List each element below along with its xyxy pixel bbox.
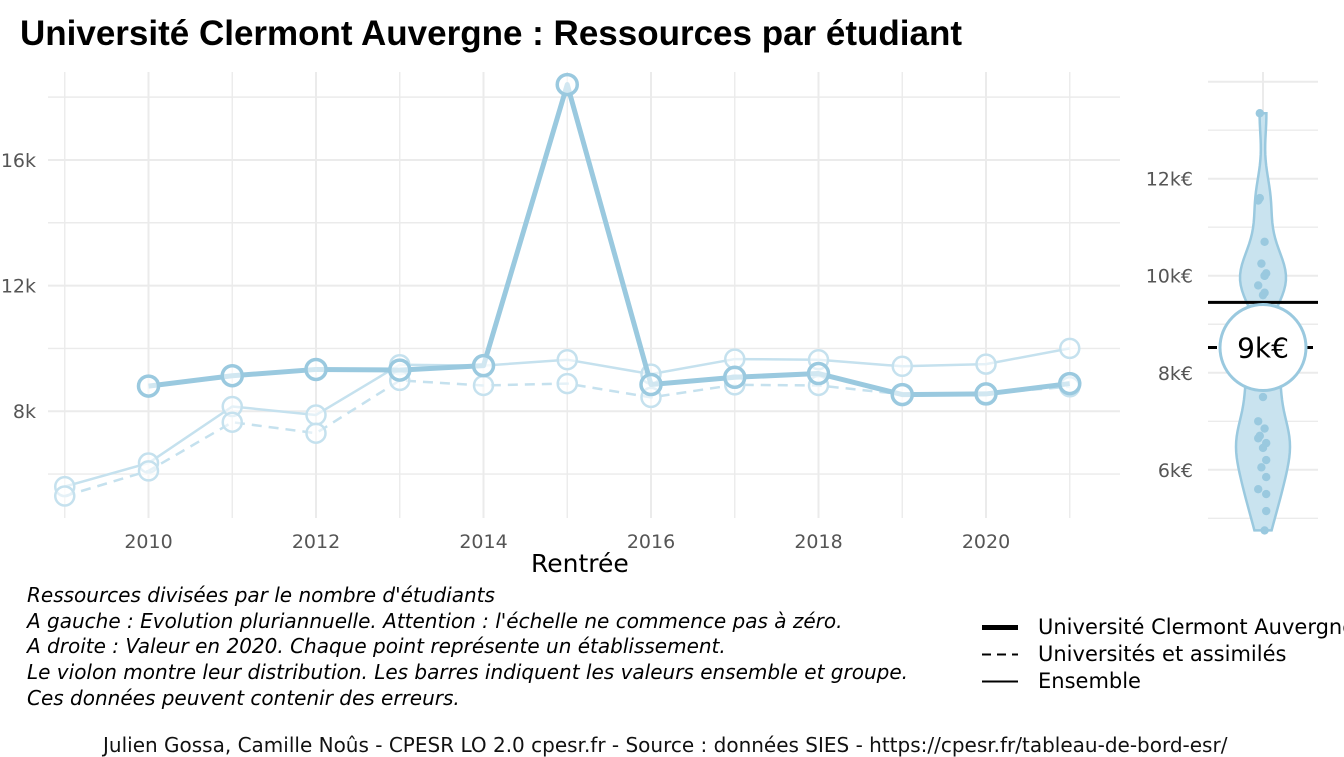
legend: Université Clermont Auvergne Universités… bbox=[980, 614, 1344, 695]
y-tick-label: 16k bbox=[1, 150, 36, 172]
note-line: A gauche : Evolution pluriannuelle. Atte… bbox=[27, 608, 843, 633]
source-caption: Julien Gossa, Camille Noûs - CPESR LO 2.… bbox=[103, 733, 1228, 757]
y-tick-label: 12k bbox=[1, 276, 36, 298]
legend-item: Université Clermont Auvergne bbox=[980, 614, 1344, 641]
x-tick-label: 2014 bbox=[459, 531, 507, 553]
data-point bbox=[974, 382, 998, 406]
main-plot-series bbox=[54, 72, 1082, 507]
legend-key-thin-solid bbox=[980, 668, 1020, 695]
establishment-point bbox=[1257, 259, 1266, 268]
data-point bbox=[388, 358, 412, 382]
data-point bbox=[975, 353, 997, 375]
data-point bbox=[471, 353, 496, 378]
main-plot-grid bbox=[48, 72, 1120, 518]
establishment-point bbox=[1254, 434, 1263, 443]
data-point bbox=[806, 361, 831, 386]
data-point bbox=[220, 363, 244, 388]
establishment-point bbox=[1257, 463, 1266, 472]
chart-title: Université Clermont Auvergne : Ressource… bbox=[20, 14, 963, 53]
x-tick-label: 2010 bbox=[124, 531, 172, 553]
x-tick-label: 2018 bbox=[794, 531, 842, 553]
y-tick-label: 8k€ bbox=[1158, 363, 1193, 385]
legend-key-dashed bbox=[980, 641, 1020, 668]
violin-plot-tick-labels: 6k€ 8k€ 10k€ 12k€ bbox=[1146, 169, 1193, 482]
note-line: Le violon montre leur distribution. Les … bbox=[27, 660, 908, 685]
x-tick-label: 2020 bbox=[962, 531, 1010, 553]
establishment-point bbox=[1260, 526, 1269, 535]
establishment-point bbox=[1260, 271, 1269, 280]
data-point bbox=[1058, 371, 1082, 396]
data-point bbox=[1059, 337, 1081, 360]
data-point bbox=[723, 365, 747, 390]
establishment-point bbox=[1258, 290, 1268, 300]
legend-label: Université Clermont Auvergne bbox=[1038, 615, 1344, 639]
establishment-point bbox=[1258, 392, 1268, 402]
series-line bbox=[148, 82, 1071, 398]
highlight-bubble bbox=[1218, 303, 1308, 393]
establishment-point bbox=[1262, 506, 1271, 516]
y-tick-label: 12k€ bbox=[1146, 169, 1193, 191]
data-point bbox=[472, 374, 495, 397]
data-point bbox=[54, 485, 76, 507]
data-point bbox=[555, 72, 579, 97]
data-point bbox=[556, 372, 578, 395]
data-point bbox=[639, 372, 663, 397]
y-tick-label: 8k bbox=[13, 401, 36, 423]
establishment-point bbox=[1260, 237, 1269, 246]
establishment-point bbox=[1254, 417, 1263, 426]
legend-label: Ensemble bbox=[1038, 669, 1141, 693]
data-point bbox=[221, 411, 243, 433]
main-plot-tick-labels: 2010 2012 2014 2016 2018 2020 8k 12k 16k bbox=[1, 150, 1010, 553]
establishment-point bbox=[1255, 109, 1265, 118]
x-tick-label: 2012 bbox=[292, 531, 340, 553]
highlight-label: 9k€ bbox=[1237, 332, 1289, 365]
establishment-point bbox=[1254, 484, 1263, 494]
legend-item: Universités et assimilés bbox=[980, 641, 1344, 668]
chart-notes: Ressources divisées par le nombre d'étud… bbox=[27, 583, 908, 712]
establishment-point bbox=[1262, 472, 1271, 482]
x-tick-label: 2016 bbox=[627, 531, 675, 553]
data-point bbox=[890, 382, 914, 407]
data-point bbox=[304, 357, 328, 382]
note-line: Ces données peuvent contenir des erreurs… bbox=[27, 685, 460, 710]
legend-label: Universités et assimilés bbox=[1038, 642, 1287, 666]
establishment-point bbox=[1258, 443, 1268, 453]
establishment-point bbox=[1262, 489, 1271, 499]
legend-key-thick-solid bbox=[980, 614, 1020, 641]
establishment-point bbox=[1260, 424, 1269, 433]
x-axis-label: Rentrée bbox=[531, 549, 629, 578]
violin-plot-body: 9k€ bbox=[1208, 109, 1318, 535]
data-point bbox=[305, 404, 327, 426]
establishment-point bbox=[1262, 455, 1271, 465]
note-line: A droite : Valeur en 2020. Chaque point … bbox=[27, 634, 726, 659]
legend-item: Ensemble bbox=[980, 668, 1344, 695]
note-line: Ressources divisées par le nombre d'étud… bbox=[27, 583, 495, 607]
y-tick-label: 10k€ bbox=[1146, 266, 1193, 288]
y-tick-label: 6k€ bbox=[1158, 460, 1193, 482]
data-point bbox=[556, 348, 578, 371]
data-point bbox=[136, 374, 161, 398]
data-point bbox=[137, 460, 160, 482]
data-point bbox=[891, 355, 913, 378]
establishment-point bbox=[1254, 196, 1263, 205]
data-point bbox=[305, 422, 327, 444]
establishment-point bbox=[1254, 281, 1263, 290]
